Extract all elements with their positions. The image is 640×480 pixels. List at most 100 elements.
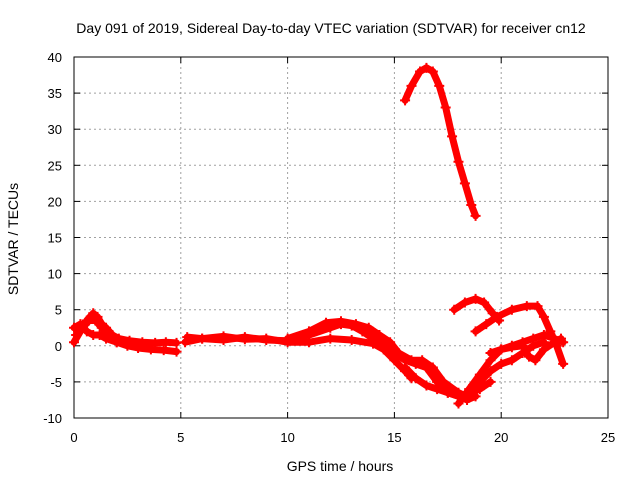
series-arc-n — [464, 376, 496, 398]
data-point — [158, 345, 169, 356]
data-point — [197, 333, 208, 344]
data-point — [239, 334, 250, 345]
data-point — [378, 344, 389, 355]
data-point — [374, 329, 385, 340]
data-point — [389, 355, 400, 366]
data-point — [410, 373, 421, 384]
y-tick-label: 30 — [48, 122, 62, 137]
data-point — [261, 333, 272, 344]
data-point — [421, 62, 432, 73]
data-point — [523, 351, 534, 362]
x-axis-label: GPS time / hours — [287, 458, 394, 474]
series-arc-e — [182, 331, 417, 384]
data-point — [368, 338, 379, 349]
y-tick-label: -5 — [50, 375, 62, 390]
data-point — [538, 311, 549, 322]
data-point — [321, 317, 332, 328]
data-point — [325, 333, 336, 344]
data-point — [464, 387, 475, 398]
data-point — [530, 355, 541, 366]
data-point — [517, 340, 528, 351]
y-tick-label: 20 — [48, 194, 62, 209]
y-tick-label: 15 — [48, 231, 62, 246]
data-point — [400, 95, 411, 106]
data-point — [145, 344, 156, 355]
data-point — [470, 293, 481, 304]
data-point — [171, 346, 182, 357]
data-point — [470, 326, 481, 337]
data-point — [481, 319, 492, 330]
data-point — [496, 358, 507, 369]
series-arc-c — [69, 319, 122, 348]
data-point — [466, 200, 477, 211]
data-point — [440, 102, 451, 113]
data-point — [558, 358, 569, 369]
data-point — [532, 301, 543, 312]
data-point — [393, 348, 404, 359]
series-trace — [401, 64, 480, 220]
data-point — [421, 380, 432, 391]
data-point — [434, 80, 445, 91]
data-point — [506, 355, 517, 366]
data-point — [111, 337, 122, 348]
data-point — [442, 387, 453, 398]
data-point — [406, 80, 417, 91]
data-point — [491, 311, 502, 322]
y-tick-label: 40 — [48, 50, 62, 65]
y-axis-label: SDTVAR / TECUs — [5, 183, 21, 295]
chart-title: Day 091 of 2019, Sidereal Day-to-day VTE… — [76, 20, 586, 36]
series-arc-h — [400, 62, 481, 221]
y-tick-label: 25 — [48, 158, 62, 173]
data-point — [485, 366, 496, 377]
data-point — [427, 362, 438, 373]
data-point — [363, 322, 374, 333]
y-tick-label: 10 — [48, 267, 62, 282]
data-point — [96, 322, 107, 333]
data-point — [417, 355, 428, 366]
data-point — [447, 131, 458, 142]
series-trace — [450, 295, 503, 324]
x-tick-label: 20 — [494, 430, 508, 445]
data-point — [485, 376, 496, 387]
data-point — [521, 301, 532, 312]
y-tick-label: 0 — [55, 339, 62, 354]
data-point — [69, 337, 79, 348]
data-point — [438, 376, 449, 387]
data-point — [415, 66, 426, 77]
data-point — [485, 348, 496, 359]
data-point — [432, 384, 443, 395]
data-point — [122, 340, 133, 351]
data-point — [303, 326, 314, 337]
data-point — [218, 331, 229, 342]
data-points-layer — [69, 62, 569, 409]
data-point — [470, 210, 481, 221]
y-tick-label: -10 — [43, 411, 62, 426]
data-point — [336, 316, 346, 327]
data-point — [496, 344, 507, 355]
data-point — [538, 344, 549, 355]
y-tick-label: 35 — [48, 86, 62, 101]
data-point — [133, 342, 144, 353]
data-point — [385, 337, 396, 348]
x-tick-label: 0 — [70, 430, 77, 445]
data-point — [90, 315, 101, 326]
data-point — [506, 342, 517, 353]
data-point — [350, 319, 361, 330]
data-point — [506, 304, 517, 315]
data-point — [528, 340, 539, 351]
x-tick-label: 25 — [601, 430, 615, 445]
data-point — [453, 398, 464, 409]
data-point — [81, 326, 92, 337]
x-tick-label: 5 — [177, 430, 184, 445]
data-point — [71, 329, 82, 340]
data-point — [182, 332, 193, 343]
data-point — [346, 335, 357, 346]
data-point — [459, 178, 470, 189]
data-point — [406, 355, 417, 366]
data-point — [453, 156, 464, 167]
data-point — [549, 337, 560, 348]
series-arc-m — [485, 333, 567, 366]
grid-lines — [74, 57, 608, 418]
data-point — [427, 66, 438, 77]
